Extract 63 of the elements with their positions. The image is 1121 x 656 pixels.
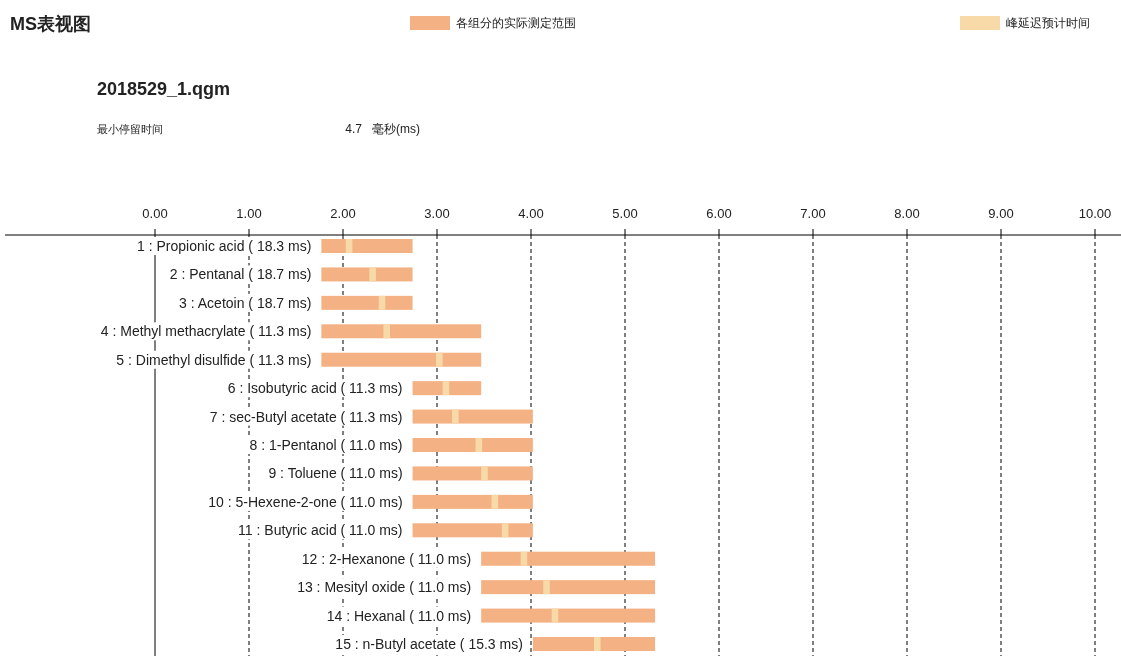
- x-tick-label: 0.00: [142, 206, 168, 221]
- x-tick-label: 1.00: [236, 206, 262, 221]
- x-tick-label: 2.00: [330, 206, 356, 221]
- y-tick-label: 12 : 2-Hexanone ( 11.0 ms): [301, 550, 472, 567]
- x-tick-label: 6.00: [706, 206, 732, 221]
- y-tick-label: 8 : 1-Pentanol ( 11.0 ms): [249, 437, 403, 454]
- bar: [520, 551, 528, 566]
- y-tick-label: 15 : n-Butyl acetate ( 15.3 ms): [335, 636, 523, 653]
- text: 最小停留时间: [97, 123, 163, 135]
- bar: [321, 324, 482, 339]
- bar: [412, 381, 482, 396]
- text: 毫秒(ms): [372, 122, 420, 136]
- bar: [412, 438, 533, 453]
- bar: [345, 239, 353, 253]
- bar: [321, 352, 482, 367]
- bar: [593, 637, 601, 652]
- text: 4.7: [345, 122, 363, 136]
- bar: [481, 466, 488, 481]
- y-tick-label: 3 : Acetoin ( 18.7 ms): [179, 294, 312, 311]
- y-tick-label: 13 : Mesityl oxide ( 11.0 ms): [297, 579, 472, 596]
- bar: [321, 239, 413, 253]
- x-tick-label: 9.00: [988, 206, 1014, 221]
- y-tick-label: 6 : Isobutyric acid ( 11.3 ms): [227, 380, 403, 397]
- bar: [321, 295, 413, 310]
- text: 2018529_1.qgm: [97, 79, 231, 99]
- legend-label: 峰延迟预计时间: [1006, 16, 1090, 30]
- y-tick-label: 1 : Propionic acid ( 18.3 ms): [137, 238, 312, 254]
- bar: [436, 352, 443, 367]
- y-tick-label: 10 : 5-Hexene-2-one ( 11.0 ms): [208, 493, 403, 510]
- bar: [412, 409, 533, 424]
- bar: [532, 637, 656, 652]
- y-tick-label: 4 : Methyl methacrylate ( 11.3 ms): [100, 323, 312, 340]
- bar: [369, 267, 376, 282]
- x-tick-label: 7.00: [800, 206, 826, 221]
- y-tick-label: 5 : Dimethyl disulfide ( 11.3 ms): [116, 351, 312, 368]
- bar: [491, 494, 499, 509]
- bar: [412, 523, 533, 538]
- y-tick-label: 11 : Butyric acid ( 11.0 ms): [238, 522, 403, 539]
- bar: [321, 267, 413, 282]
- bar: [452, 409, 459, 424]
- x-tick-label: 10.00: [1078, 206, 1112, 221]
- bar: [481, 551, 656, 566]
- x-tick-label: 4.00: [518, 206, 544, 221]
- bar: [551, 608, 559, 623]
- bar: [481, 608, 656, 623]
- y-tick-label: 9 : Toluene ( 11.0 ms): [268, 465, 403, 482]
- bar: [481, 580, 656, 595]
- chart-title: MS表视图: [10, 14, 91, 34]
- bar: [501, 523, 509, 538]
- x-tick-label: 3.00: [424, 206, 450, 221]
- bar: [412, 494, 533, 509]
- legend-label: 各组分的实际测定范围: [456, 16, 576, 30]
- bar: [442, 381, 450, 396]
- bar: [475, 438, 483, 453]
- bar: [383, 324, 390, 339]
- bar: [543, 580, 550, 595]
- y-tick-label: 7 : sec-Butyl acetate ( 11.3 ms): [209, 408, 403, 425]
- y-tick-label: 14 : Hexanal ( 11.0 ms): [326, 607, 472, 624]
- bar: [378, 295, 386, 310]
- x-tick-label: 5.00: [612, 206, 638, 221]
- x-tick-label: 8.00: [894, 206, 920, 221]
- bar: [412, 466, 533, 481]
- y-tick-label: 2 : Pentanal ( 18.7 ms): [169, 266, 312, 283]
